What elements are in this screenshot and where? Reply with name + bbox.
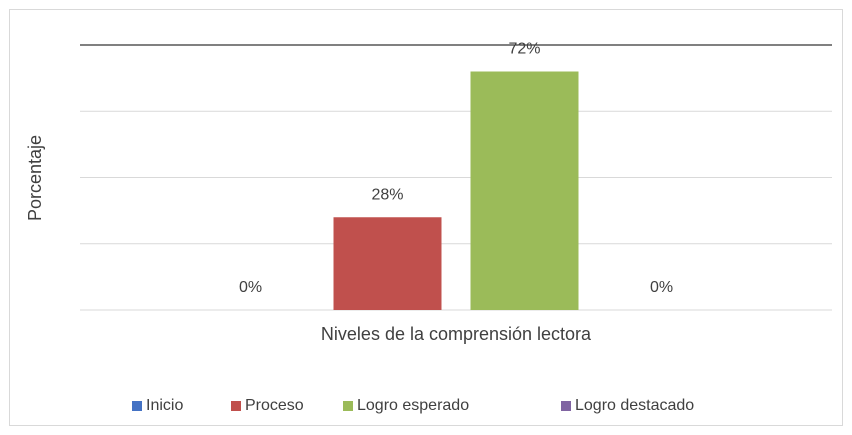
legend-swatch (343, 401, 353, 411)
x-axis-label: Niveles de la comprensión lectora (321, 324, 592, 344)
legend-label: Logro destacado (575, 397, 694, 414)
data-label: 0% (650, 279, 673, 296)
data-label: 28% (371, 186, 403, 203)
bar (333, 217, 442, 310)
legend-label: Inicio (146, 397, 183, 414)
legend-swatch (231, 401, 241, 411)
y-axis-label: Porcentaje (25, 135, 45, 221)
legend-label: Logro esperado (357, 397, 469, 414)
legend-swatch (561, 401, 571, 411)
data-label: 72% (508, 41, 540, 58)
bar (470, 71, 579, 310)
legend-label: Proceso (245, 397, 304, 414)
data-label: 0% (239, 279, 262, 296)
legend-swatch (132, 401, 142, 411)
